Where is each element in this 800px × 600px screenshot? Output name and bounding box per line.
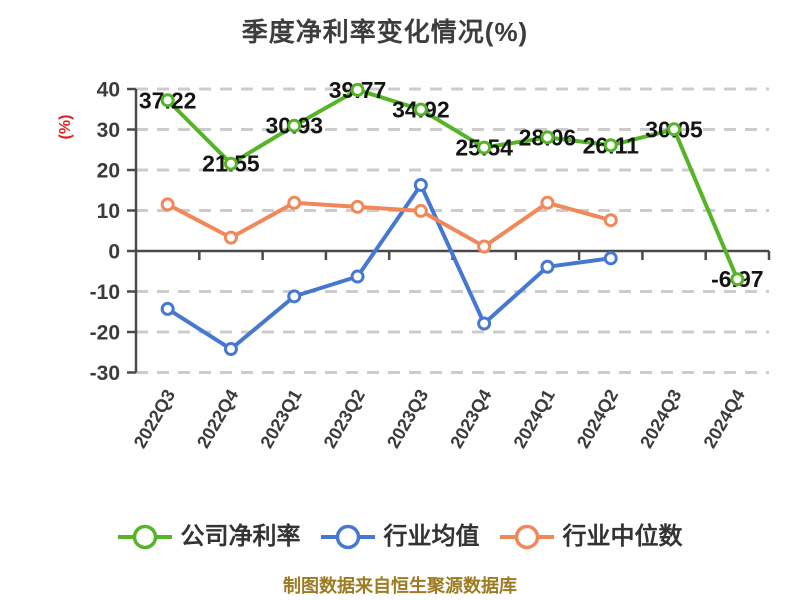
y-axis-tick-label: -10 (90, 281, 120, 304)
legend-label: 行业中位数 (562, 523, 683, 550)
data-point-marker (350, 269, 365, 284)
x-axis-label: 2023Q2 (320, 386, 369, 451)
x-axis-label: 2022Q3 (130, 386, 179, 451)
data-point-marker (287, 195, 302, 210)
data-point-marker (160, 301, 175, 316)
data-point-marker (730, 272, 745, 287)
data-point-marker (223, 156, 238, 171)
data-point-marker (287, 289, 302, 304)
y-axis-name: (%) (57, 115, 74, 140)
legend-marker-circle (335, 524, 360, 550)
legend-marker-icon (499, 524, 554, 550)
x-axis-label: 2023Q4 (446, 386, 495, 451)
data-point-marker (413, 177, 428, 192)
data-point-marker (413, 102, 428, 117)
chart-title: 季度净利率变化情况(%) (241, 17, 529, 47)
data-point-marker (540, 259, 555, 274)
y-axis-tick-label: 40 (97, 79, 120, 102)
data-point-marker (540, 130, 555, 145)
legend-marker-icon (320, 524, 375, 550)
data-point-marker (667, 122, 682, 137)
data-point-marker (413, 203, 428, 218)
legend-marker-circle (132, 524, 157, 550)
legend-marker-circle (514, 524, 539, 550)
data-point-marker (350, 82, 365, 97)
data-point-marker (350, 199, 365, 214)
y-axis-tick-label: 30 (97, 119, 120, 142)
y-axis-tick-label: 10 (97, 200, 120, 223)
y-axis-tick-label: -20 (90, 322, 120, 345)
data-point-marker (477, 140, 492, 155)
data-point-marker (160, 197, 175, 212)
x-axis-label: 2023Q3 (383, 386, 432, 451)
legend-item-2[interactable]: 行业中位数 (499, 523, 683, 551)
x-axis-label: 2024Q3 (636, 386, 685, 451)
y-axis-tick-label: 20 (97, 160, 120, 183)
data-point-marker (160, 93, 175, 108)
x-axis-label: 2024Q4 (699, 386, 748, 451)
legend-marker-icon (117, 524, 172, 550)
data-point-marker (287, 118, 302, 133)
data-source-note: 制图数据来自恒生聚源数据库 (283, 576, 517, 596)
y-axis-tick-label: -30 (90, 362, 120, 385)
x-axis-label: 2023Q1 (256, 386, 305, 451)
series-line-2 (165, 200, 613, 249)
data-point-marker (477, 239, 492, 254)
legend-label: 公司净利率 (180, 523, 301, 550)
series-line-1 (165, 182, 613, 352)
data-point-marker (223, 230, 238, 245)
x-axis-label: 2024Q2 (573, 386, 622, 451)
series-line-0 (165, 87, 740, 282)
legend-item-1[interactable]: 行业均值 (320, 523, 480, 551)
data-point-marker (603, 213, 618, 228)
data-point-marker (603, 251, 618, 266)
data-point-marker (603, 138, 618, 153)
legend: 公司净利率 行业均值 行业中位数 (0, 517, 800, 557)
data-point-marker (223, 342, 238, 357)
x-axis-label: 2022Q4 (193, 386, 242, 451)
data-point-marker (540, 195, 555, 210)
plot-area: 40 30 20 10 0 -10 -20 -30 2022Q3 2022Q4 2023Q1 2023… (57, 77, 771, 451)
legend-item-0[interactable]: 公司净利率 (117, 523, 301, 551)
data-point-marker (477, 316, 492, 331)
x-axis-label: 2024Q1 (510, 386, 559, 451)
legend-label: 行业均值 (383, 523, 480, 550)
y-axis-tick-label: 0 (108, 241, 120, 264)
